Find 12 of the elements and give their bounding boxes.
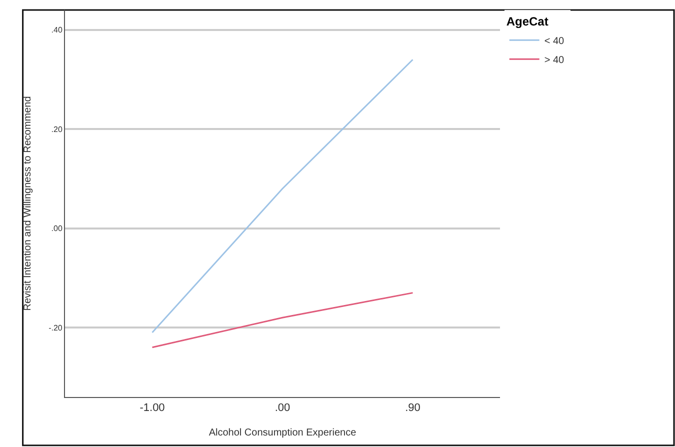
x-axis-title: Alcohol Consumption Experience [208,428,357,439]
legend-label: > 40 [544,55,565,66]
x-tick-label: -1.00 [140,402,165,414]
y-tick-label: .40 [51,26,63,35]
x-tick-label: .00 [274,402,290,414]
legend-label: < 40 [544,36,565,47]
y-axis-title: Revisit Intention and Willingness to Recommend [22,96,34,311]
y-tick-label: .20 [51,124,63,134]
legend-title: AgeCat [506,14,548,29]
x-tick-label: .90 [405,402,420,414]
y-tick-label: .00 [51,224,63,234]
y-tick-label: -.20 [48,323,63,332]
